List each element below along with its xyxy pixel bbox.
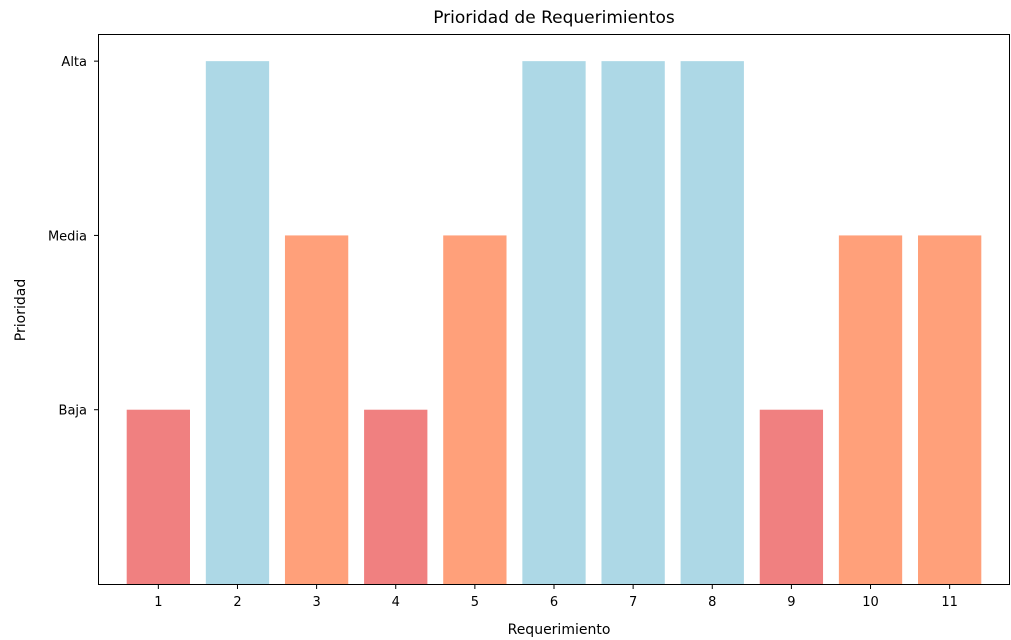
x-tick-label-8: 8 <box>708 595 716 610</box>
bars-group <box>126 61 982 584</box>
y-tick-label-alta: Alta <box>61 55 87 70</box>
bar-9 <box>759 409 824 584</box>
bar-4 <box>364 409 428 584</box>
x-tick-label-9: 9 <box>787 595 795 610</box>
x-tick-label-3: 3 <box>312 595 320 610</box>
x-tick-label-1: 1 <box>154 595 162 610</box>
x-tick-label-11: 11 <box>941 595 958 610</box>
bar-1 <box>126 409 190 584</box>
x-tick-label-7: 7 <box>629 595 637 610</box>
bar-2 <box>205 61 270 584</box>
bar-11 <box>918 235 982 584</box>
y-axis-label: Prioridad <box>13 279 29 341</box>
chart-title: Prioridad de Requerimientos <box>433 8 675 28</box>
bar-6 <box>522 61 586 584</box>
bar-7 <box>601 61 665 584</box>
plot-frame <box>98 34 1010 585</box>
x-axis-label: Requerimiento <box>508 622 611 638</box>
x-tick-label-5: 5 <box>471 595 479 610</box>
y-tick-label-media: Media <box>48 229 87 244</box>
y-axis: Baja Media Alta <box>48 55 99 419</box>
x-tick-label-2: 2 <box>233 595 241 610</box>
bar-10 <box>838 235 903 584</box>
x-tick-label-4: 4 <box>392 595 400 610</box>
bar-8 <box>680 61 744 584</box>
x-axis: 1 2 3 4 5 6 7 8 9 10 11 <box>154 584 958 610</box>
x-tick-label-10: 10 <box>862 595 879 610</box>
x-tick-label-6: 6 <box>550 595 558 610</box>
bar-3 <box>284 235 349 584</box>
y-tick-label-baja: Baja <box>59 404 87 419</box>
bar-5 <box>443 235 507 584</box>
